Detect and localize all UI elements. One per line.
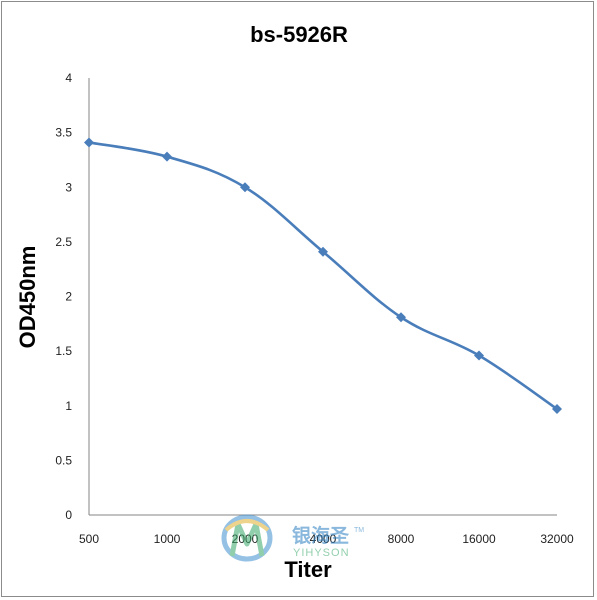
yihyson-logo-icon [221,514,273,562]
chart-title: bs-5926R [250,22,348,47]
yihyson-watermark-logo: 银海圣 TM YIHYSON [221,514,364,562]
y-tick-label: 3.5 [55,126,72,140]
watermark-chinese: 银海圣 [292,524,350,547]
y-tick-label: 2 [65,290,72,304]
data-point-marker [396,312,406,323]
x-tick-label: 8000 [388,532,415,546]
y-tick-label: 3 [65,180,72,194]
y-tick-label: 0.5 [55,453,72,467]
data-point-marker [318,246,328,257]
y-tick-label: 1.5 [55,344,72,358]
x-tick-label: 500 [79,532,99,546]
data-point-markers [84,137,562,415]
x-tick-label: 4000 [310,532,337,546]
data-point-marker [84,137,94,148]
watermark-english: YIHYSON [293,547,350,559]
y-tick-label: 2.5 [55,235,72,249]
x-tick-label: 16000 [462,532,496,546]
y-axis-title: OD450nm [15,246,40,349]
y-tick-labels: 0 0.5 1 1.5 2 2.5 3 3.5 4 [55,71,72,522]
y-tick-label: 1 [65,399,72,413]
x-tick-label: 32000 [540,532,574,546]
x-tick-label: 1000 [154,532,181,546]
series-line [88,141,558,411]
x-axis-title: Titer [284,557,332,582]
data-point-marker [240,182,250,193]
y-tick-label: 4 [65,71,72,85]
data-point-marker [474,350,484,361]
y-tick-label: 0 [65,508,72,522]
data-point-marker [162,151,172,162]
data-point-marker [552,404,562,415]
watermark-trademark: TM [354,527,364,534]
